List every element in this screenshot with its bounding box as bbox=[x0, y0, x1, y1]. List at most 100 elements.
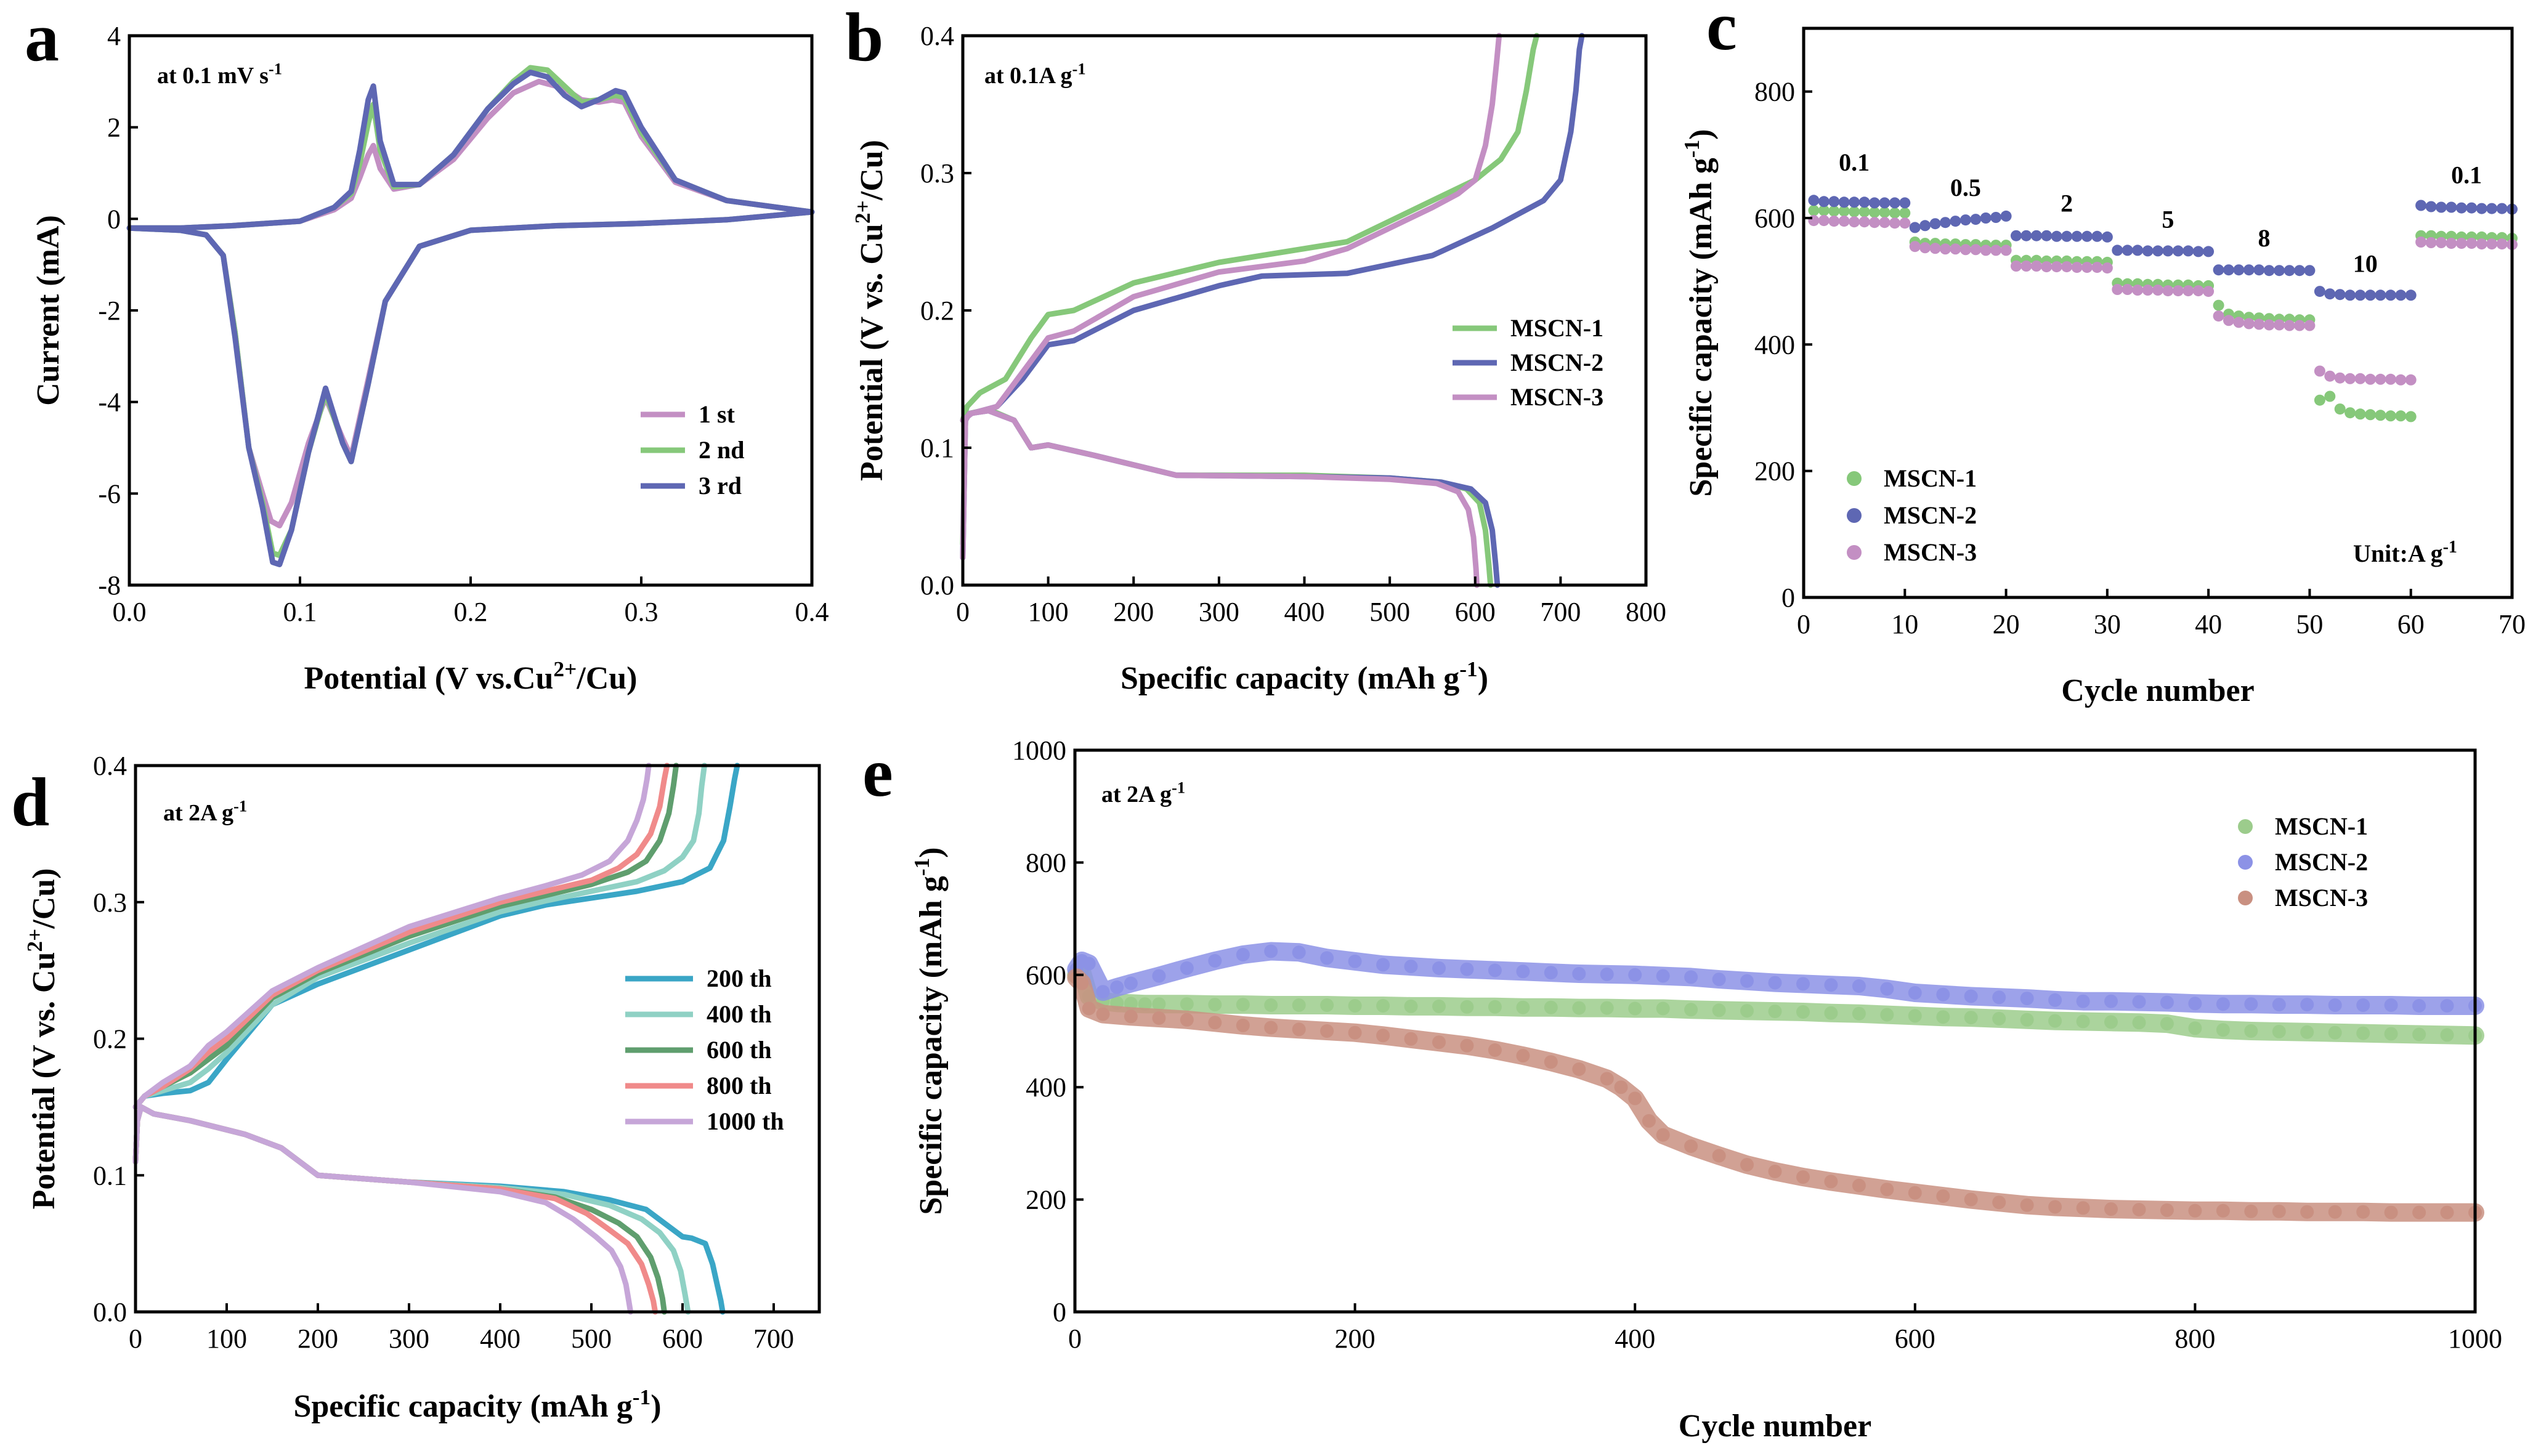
data-point-e-2-38 bbox=[2020, 1198, 2034, 1212]
legend-label-d-1: 400 th bbox=[707, 1000, 772, 1028]
data-point-e-0-5 bbox=[1124, 997, 1138, 1011]
plot-frame-e bbox=[1073, 748, 2477, 1314]
data-point-e-2-3 bbox=[1096, 1007, 1110, 1021]
data-point-c-1-25 bbox=[2061, 230, 2073, 242]
data-point-e-1-37 bbox=[2020, 992, 2034, 1006]
data-point-e-2-33 bbox=[1880, 1183, 1894, 1197]
data-point-c-2-17 bbox=[1980, 245, 1992, 256]
data-point-c-2-5 bbox=[1858, 216, 1870, 228]
data-point-e-2-5 bbox=[1152, 1011, 1166, 1025]
data-point-e-1-18 bbox=[1488, 963, 1502, 977]
data-point-e-0-53 bbox=[2440, 1028, 2454, 1042]
chart-b: 0 100 200 300 400 500 600 700 800 0.0 0.1 0.2 0.3 0.4… bbox=[850, 21, 1666, 696]
y-tick-label-a-3: -2 bbox=[98, 296, 121, 326]
x-tick-label-c-1: 10 bbox=[1891, 609, 1918, 639]
y-tick-label-a-5: 2 bbox=[107, 113, 121, 143]
annotation-d: at 2A g-1 bbox=[163, 797, 247, 826]
data-point-c-2-64 bbox=[2455, 238, 2467, 249]
data-point-e-1-4 bbox=[1110, 980, 1124, 994]
data-point-e-1-17 bbox=[1460, 962, 1474, 976]
legend-label-e-2: MSCN-3 bbox=[2275, 884, 2368, 912]
x-tick-label-a-3: 0.3 bbox=[625, 597, 659, 627]
data-point-c-2-19 bbox=[2000, 245, 2012, 256]
data-point-c-1-35 bbox=[2162, 245, 2174, 257]
y-tick-label-b-1: 0.1 bbox=[920, 433, 954, 463]
rate-label-0: 0.1 bbox=[1839, 148, 1870, 176]
data-point-c-0-58 bbox=[2395, 410, 2407, 422]
y-tick-label-c-2: 400 bbox=[1754, 330, 1795, 360]
data-point-e-0-14 bbox=[1348, 999, 1362, 1013]
y-tick-label-e-3: 600 bbox=[1026, 960, 1066, 990]
data-point-e-1-30 bbox=[1824, 978, 1838, 992]
data-point-c-1-52 bbox=[2334, 289, 2346, 301]
data-point-c-0-0 bbox=[1808, 204, 1820, 216]
data-point-e-2-31 bbox=[1824, 1175, 1838, 1189]
data-point-e-2-47 bbox=[2272, 1204, 2286, 1218]
data-point-c-2-29 bbox=[2101, 262, 2113, 274]
data-point-c-1-4 bbox=[1849, 196, 1860, 208]
data-point-e-1-19 bbox=[1516, 965, 1530, 979]
data-point-c-0-59 bbox=[2405, 411, 2417, 423]
data-point-e-2-40 bbox=[2076, 1201, 2090, 1215]
data-point-c-1-14 bbox=[1950, 216, 1961, 227]
data-point-e-2-35 bbox=[1936, 1189, 1950, 1203]
x-tick-label-d-4: 400 bbox=[480, 1324, 521, 1354]
data-point-e-2-12 bbox=[1348, 1025, 1362, 1040]
data-point-e-0-36 bbox=[1964, 1011, 1978, 1025]
data-point-e-1-44 bbox=[2216, 997, 2230, 1011]
legend-label-b-2: MSCN-3 bbox=[1510, 383, 1603, 411]
y-tick-label-a-2: -4 bbox=[98, 387, 121, 418]
data-point-e-1-46 bbox=[2272, 998, 2286, 1012]
data-point-c-2-46 bbox=[2274, 319, 2285, 331]
data-point-e-0-12 bbox=[1292, 998, 1306, 1012]
x-tick-label-d-3: 300 bbox=[389, 1324, 429, 1354]
data-point-c-2-23 bbox=[2041, 261, 2053, 273]
legend-label-b-1: MSCN-2 bbox=[1510, 349, 1603, 376]
panel-label-d: d bbox=[11, 764, 49, 841]
data-point-c-2-31 bbox=[2122, 284, 2133, 295]
data-point-e-0-42 bbox=[2132, 1016, 2146, 1030]
data-point-c-2-22 bbox=[2030, 261, 2042, 272]
x-tick-label-b-3: 300 bbox=[1199, 597, 1239, 627]
data-point-c-2-50 bbox=[2314, 365, 2325, 377]
panel-label-c: c bbox=[1706, 0, 1737, 65]
data-point-c-1-48 bbox=[2294, 265, 2305, 277]
y-tick-label-d-2: 0.2 bbox=[93, 1024, 127, 1054]
data-point-e-2-48 bbox=[2300, 1205, 2314, 1219]
data-point-c-2-65 bbox=[2466, 238, 2478, 249]
data-point-e-1-36 bbox=[1992, 990, 2006, 1005]
data-point-c-1-66 bbox=[2476, 203, 2487, 214]
x-tick-label-d-0: 0 bbox=[129, 1324, 142, 1354]
data-point-e-2-13 bbox=[1376, 1029, 1390, 1043]
rate-label-1: 0.5 bbox=[1950, 174, 1981, 201]
data-point-c-2-54 bbox=[2354, 373, 2366, 384]
data-point-c-1-17 bbox=[1980, 212, 1992, 224]
data-point-c-1-59 bbox=[2405, 289, 2417, 301]
data-point-e-2-51 bbox=[2384, 1205, 2398, 1219]
data-point-c-2-38 bbox=[2192, 285, 2204, 297]
data-point-e-1-52 bbox=[2440, 999, 2454, 1013]
data-point-e-1-26 bbox=[1712, 973, 1726, 987]
data-point-c-2-47 bbox=[2284, 320, 2295, 331]
data-point-c-1-29 bbox=[2101, 231, 2113, 243]
legend-label-a-2: 3 rd bbox=[699, 472, 742, 499]
data-point-e-2-27 bbox=[1712, 1149, 1726, 1163]
x-tick-label-b-8: 800 bbox=[1626, 597, 1666, 627]
data-point-e-0-37 bbox=[1992, 1011, 2006, 1025]
data-point-c-2-32 bbox=[2132, 285, 2144, 296]
data-point-c-0-55 bbox=[2365, 409, 2376, 421]
data-point-c-2-67 bbox=[2486, 238, 2498, 250]
data-point-c-1-26 bbox=[2071, 230, 2083, 242]
series-line-d-0 bbox=[132, 762, 740, 1110]
data-point-e-0-32 bbox=[1852, 1006, 1866, 1021]
x-tick-label-b-4: 400 bbox=[1284, 597, 1325, 627]
data-point-c-2-26 bbox=[2071, 262, 2083, 273]
data-point-c-2-43 bbox=[2243, 318, 2255, 330]
series-line-d-2 bbox=[132, 762, 707, 1110]
data-point-c-2-34 bbox=[2152, 285, 2163, 296]
x-tick-label-a-0: 0.0 bbox=[113, 597, 147, 627]
x-tick-label-a-4: 0.4 bbox=[795, 597, 829, 627]
legend-label-d-0: 200 th bbox=[707, 965, 772, 992]
data-point-c-1-44 bbox=[2253, 264, 2265, 276]
data-point-e-0-10 bbox=[1236, 998, 1250, 1012]
